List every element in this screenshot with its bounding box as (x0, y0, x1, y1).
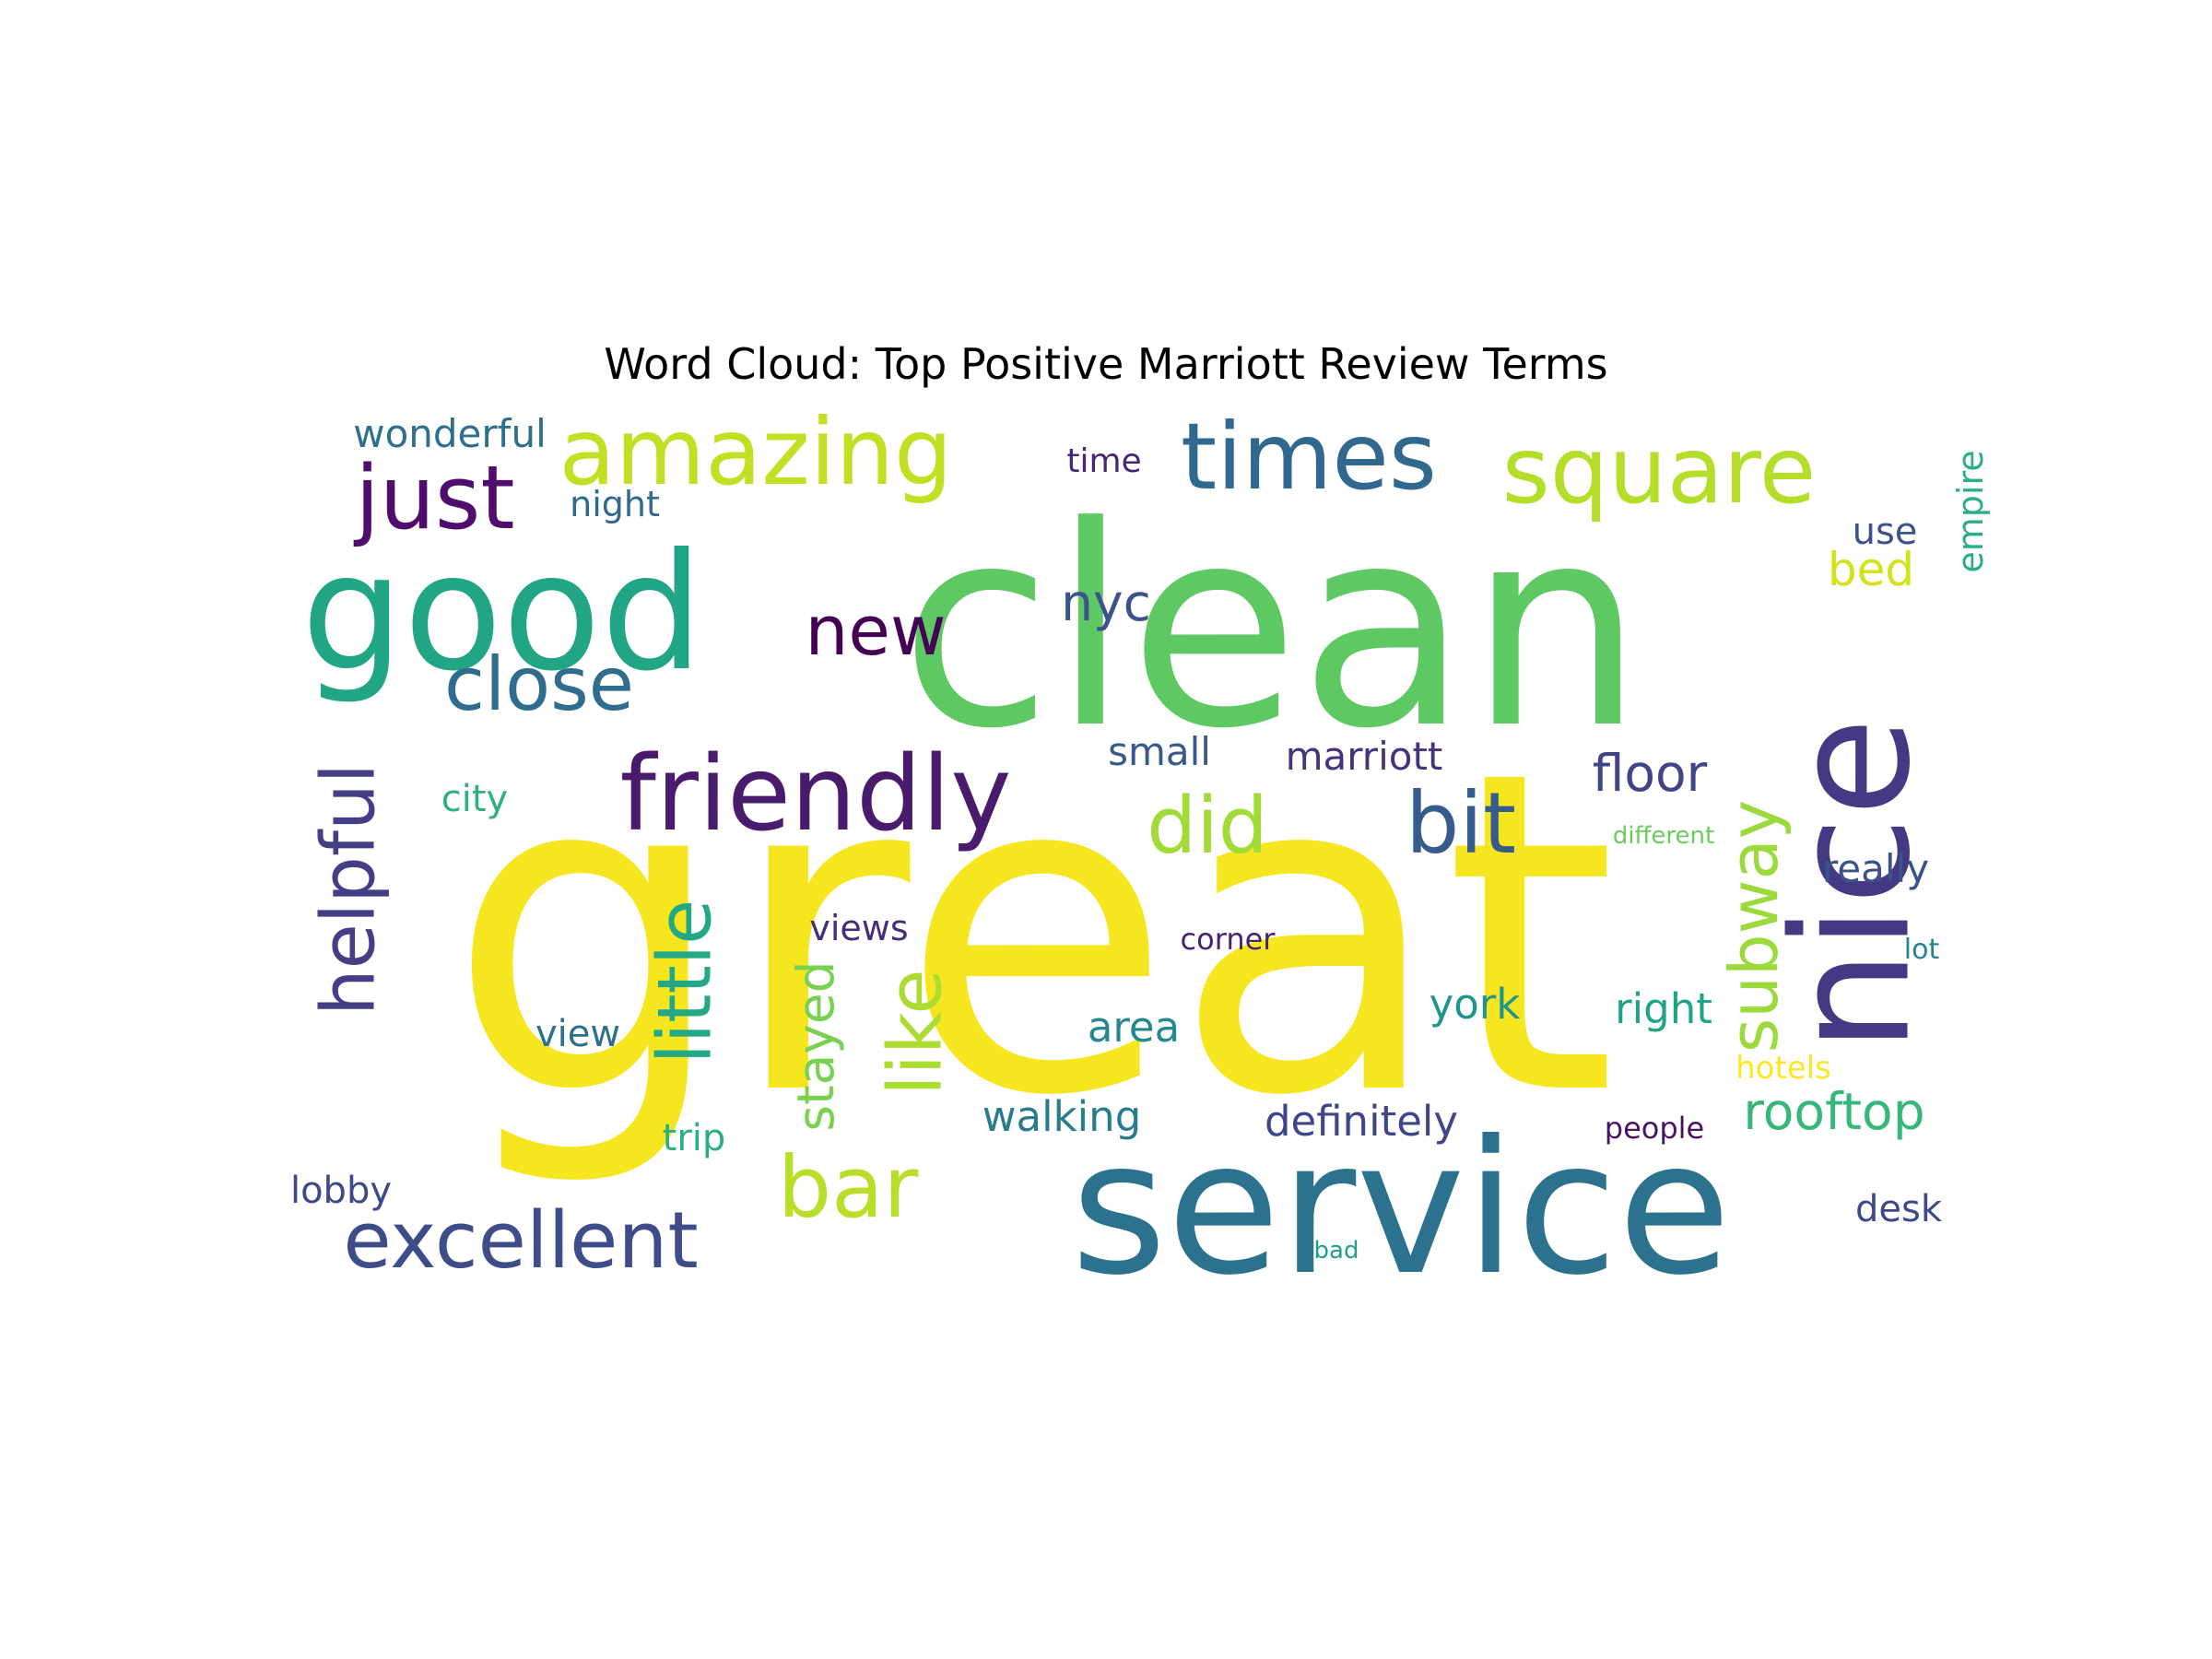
word-view: view (535, 1013, 620, 1055)
word-times: times (1181, 403, 1437, 511)
word-views: views (809, 908, 908, 948)
word-walking: walking (982, 1092, 1142, 1141)
word-helpful: helpful (306, 763, 392, 1016)
word-floor: floor (1593, 744, 1708, 803)
word-great: great (447, 677, 1617, 1193)
word-close: close (444, 641, 634, 727)
word-nyc: nyc (1061, 573, 1151, 632)
word-corner: corner (1181, 922, 1277, 957)
word-really: really (1822, 846, 1929, 891)
word-lot: lot (1904, 934, 1940, 966)
word-bad: bad (1314, 1237, 1359, 1265)
word-different: different (1613, 822, 1714, 850)
word-right: right (1615, 984, 1712, 1033)
word-city: city (441, 778, 508, 820)
word-square: square (1502, 417, 1817, 524)
word-good: good (301, 520, 703, 707)
word-night: night (570, 484, 660, 524)
word-nice: nice (1759, 717, 1947, 1052)
word-did: did (1147, 781, 1268, 872)
word-subway: subway (1715, 800, 1793, 1053)
word-small: small (1108, 729, 1211, 774)
word-lobby: lobby (290, 1170, 392, 1212)
word-just: just (353, 448, 514, 549)
word-empire: empire (1950, 450, 1991, 572)
word-hotels: hotels (1735, 1050, 1831, 1087)
word-service: service (1071, 1101, 1731, 1316)
word-definitely: definitely (1265, 1097, 1458, 1146)
word-friendly: friendly (620, 735, 1012, 854)
word-time: time (1066, 442, 1141, 480)
word-area: area (1088, 1003, 1180, 1052)
word-bed: bed (1828, 543, 1914, 596)
word-trip: trip (663, 1117, 726, 1159)
word-use: use (1853, 511, 1918, 553)
word-rooftop: rooftop (1743, 1082, 1924, 1141)
word-bar: bar (778, 1138, 919, 1237)
word-excellent: excellent (343, 1195, 698, 1287)
word-york: york (1430, 980, 1521, 1029)
word-marriott: marriott (1286, 734, 1443, 779)
word-people: people (1605, 1111, 1704, 1146)
word-stayed: stayed (786, 960, 845, 1131)
word-clean: clean (900, 467, 1644, 789)
word-bit: bit (1406, 774, 1516, 873)
word-new: new (806, 592, 947, 671)
word-little: little (642, 900, 728, 1065)
word-wonderful: wonderful (353, 411, 547, 456)
chart-title: Word Cloud: Top Positive Marriott Review… (604, 339, 1608, 389)
word-amazing: amazing (559, 398, 952, 506)
word-desk: desk (1855, 1188, 1943, 1230)
word-like: like (873, 969, 959, 1095)
